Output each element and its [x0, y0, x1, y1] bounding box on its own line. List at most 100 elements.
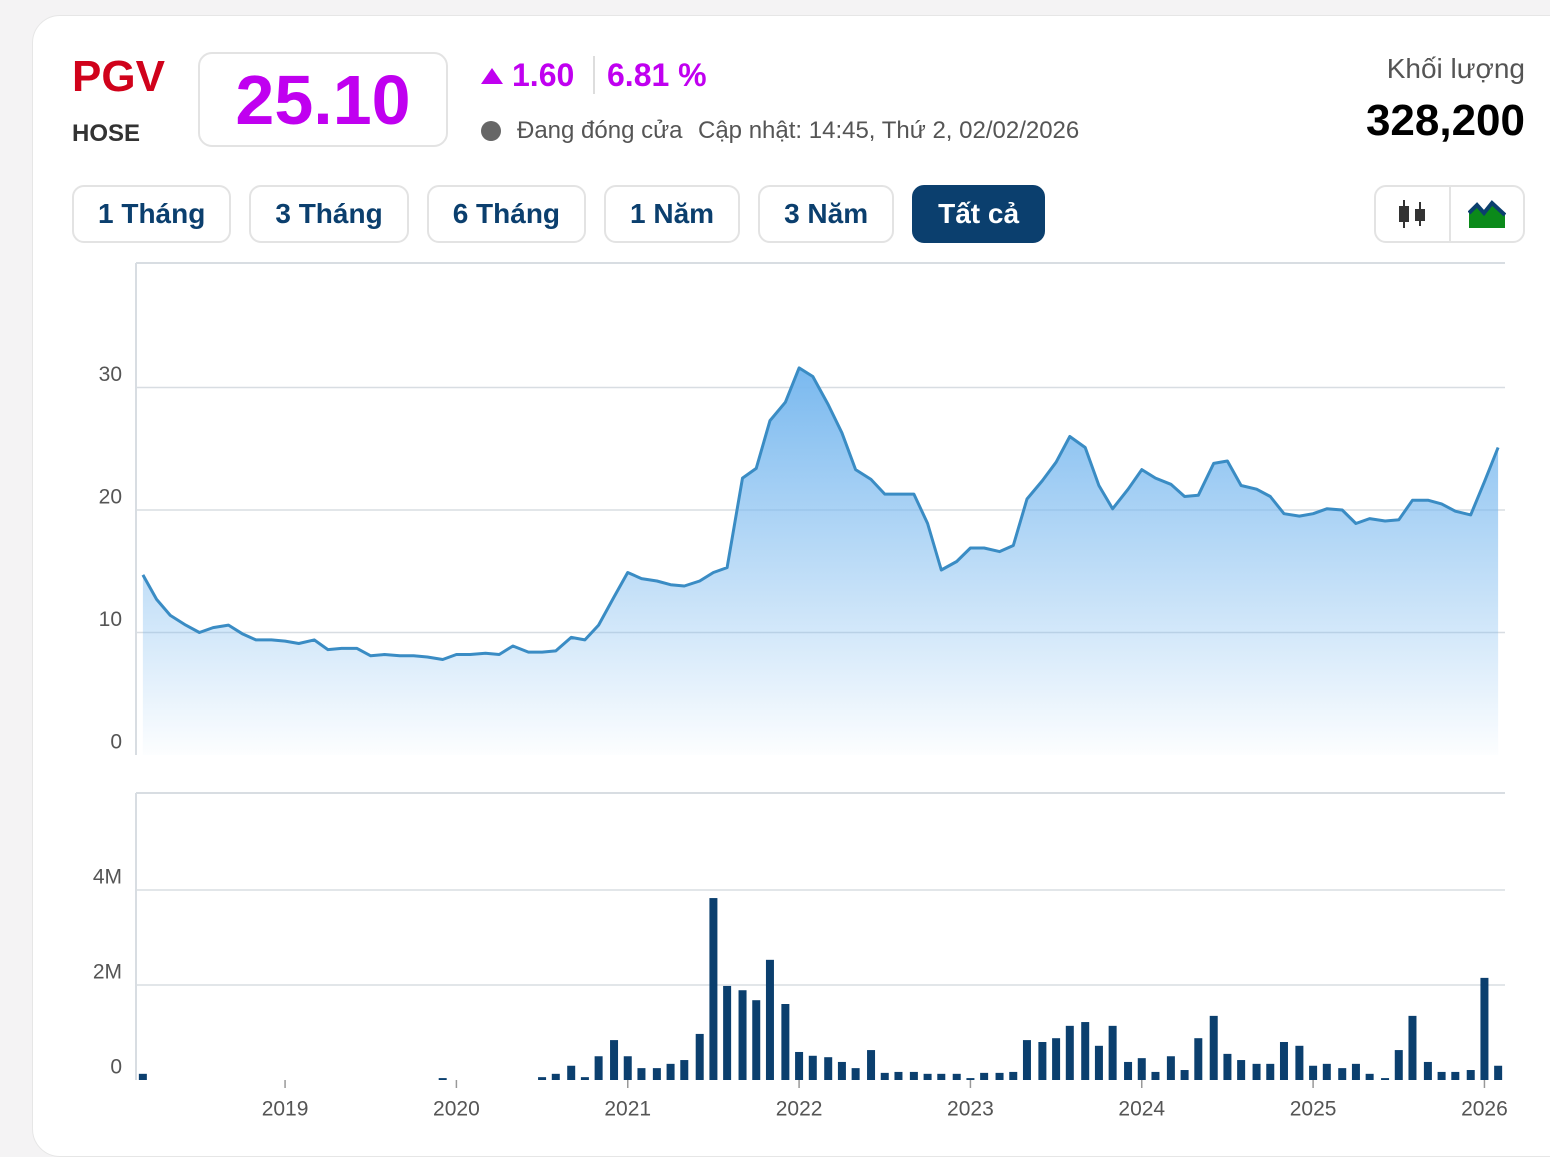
range-button[interactable]: 3 Tháng — [249, 185, 409, 243]
volume-bar — [738, 990, 747, 1080]
volume-bar — [1351, 1063, 1360, 1080]
volume-bar — [1094, 1045, 1103, 1080]
volume-bar — [1108, 1025, 1117, 1080]
change: 1.60 — [512, 57, 575, 93]
x-tick-label: 2019 — [262, 1098, 309, 1121]
volume-bar — [1237, 1060, 1246, 1080]
x-tick-label: 2022 — [776, 1098, 823, 1121]
volume-bar — [1338, 1068, 1347, 1080]
separator — [593, 56, 595, 94]
volume-bar — [995, 1072, 1004, 1080]
y-tick-label: 30 — [99, 363, 122, 386]
volume-bar — [1466, 1070, 1475, 1080]
volume-bar — [1279, 1042, 1288, 1080]
volume-bar — [1480, 977, 1489, 1080]
volume-bar — [781, 1004, 790, 1080]
y-tick-label: 0 — [110, 731, 122, 754]
volume-bar — [1124, 1061, 1133, 1080]
x-tick-label: 2026 — [1461, 1098, 1508, 1121]
area-fill — [142, 367, 1499, 755]
volume-bar — [795, 1051, 804, 1080]
y-tick-label: 2M — [93, 961, 122, 984]
volume-bar — [1437, 1071, 1446, 1080]
volume-bar — [666, 1063, 675, 1080]
volume-bar — [1494, 1065, 1503, 1080]
volume-bar — [551, 1073, 560, 1080]
volume-bar — [538, 1077, 547, 1080]
volume-bar — [966, 1078, 975, 1080]
volume-bar — [623, 1056, 632, 1080]
volume-bar — [1009, 1071, 1018, 1080]
price: 25.10 — [198, 52, 448, 147]
volume-bar — [867, 1050, 876, 1080]
volume-bar — [1322, 1063, 1331, 1080]
volume-bar — [610, 1040, 619, 1080]
y-tick-label: 4M — [93, 866, 122, 889]
x-tick-label: 2021 — [604, 1098, 651, 1121]
volume-bar — [752, 1000, 761, 1080]
y-tick-label: 0 — [110, 1056, 122, 1079]
volume-bar — [824, 1057, 833, 1080]
volume-bar — [952, 1073, 961, 1080]
volume-bar — [680, 1060, 689, 1080]
y-tick-label: 20 — [99, 486, 122, 509]
volume-bar — [723, 985, 732, 1080]
range-button[interactable]: 6 Tháng — [426, 185, 587, 243]
x-tick-label: 2020 — [433, 1098, 480, 1121]
volume-bar — [1180, 1070, 1189, 1080]
y-tick-label: 10 — [99, 608, 122, 631]
volume-bar — [1423, 1061, 1432, 1080]
range-button[interactable]: 1 Tháng — [72, 185, 232, 243]
volume-bar — [1081, 1022, 1090, 1080]
volume-bar — [594, 1056, 603, 1080]
range-button[interactable]: 1 Năm — [604, 185, 741, 243]
volume-bar — [1038, 1042, 1047, 1080]
charts: 0 10 20 30 0 2M 4M 2019 2020 2021 2022 2023 2024 2025… — [93, 262, 1508, 1121]
volume-bar — [1381, 1078, 1390, 1080]
candlestick-button[interactable] — [1376, 187, 1449, 241]
volume-bar — [894, 1071, 903, 1080]
range-button[interactable]: 3 Năm — [758, 185, 895, 243]
volume-bar — [1309, 1065, 1318, 1080]
volume: 328,200 — [1365, 96, 1525, 145]
volume-bar — [1022, 1040, 1031, 1080]
volume-bar — [1365, 1073, 1374, 1080]
volume-bar — [980, 1072, 989, 1080]
volume-bar — [808, 1055, 817, 1080]
volume-bar — [765, 959, 774, 1080]
x-tick-label: 2023 — [947, 1098, 994, 1121]
volume-bar — [851, 1068, 860, 1080]
page: PGV HOSE 25.10 1.60 6.81 % Đang đóng cửa… — [32, 15, 1550, 1157]
volume-bar — [909, 1071, 918, 1080]
range-buttons: 1 Tháng 3 Tháng 6 Tháng 1 Năm 3 Năm Tất cả — [72, 185, 1046, 243]
x-tick-label: 2024 — [1118, 1098, 1165, 1121]
status: Đang đóng cửa — [517, 117, 683, 144]
volume-bar — [937, 1073, 946, 1080]
volume-bar — [837, 1061, 846, 1080]
volume-label: Khối lượng — [1386, 53, 1525, 84]
x-tick-label: 2025 — [1290, 1098, 1337, 1121]
volume-bar — [567, 1065, 576, 1080]
volume-bar — [923, 1073, 932, 1080]
volume-bar — [1266, 1063, 1275, 1080]
volume-bar — [1295, 1045, 1304, 1080]
volume-bar — [1151, 1071, 1160, 1080]
area-button[interactable] — [1448, 187, 1524, 241]
change-percent: 6.81 % — [607, 57, 707, 93]
volume-bar — [1252, 1063, 1261, 1080]
volume-bar — [1408, 1015, 1417, 1080]
price-line — [141, 366, 1500, 661]
volume-bar — [709, 898, 718, 1080]
volume-bar — [1052, 1038, 1061, 1080]
symbol: PGV — [72, 52, 165, 101]
volume-bar — [1166, 1056, 1175, 1080]
volume-bar — [880, 1072, 889, 1080]
volume-bar — [652, 1068, 661, 1080]
volume-bar — [637, 1068, 646, 1080]
volume-bar — [138, 1073, 147, 1080]
volume-bar — [1394, 1050, 1403, 1080]
up-arrow — [481, 68, 503, 84]
range-button[interactable]: Tất cả — [912, 185, 1046, 243]
chart-type-toggle — [1374, 185, 1525, 243]
volume-bar — [438, 1078, 447, 1080]
